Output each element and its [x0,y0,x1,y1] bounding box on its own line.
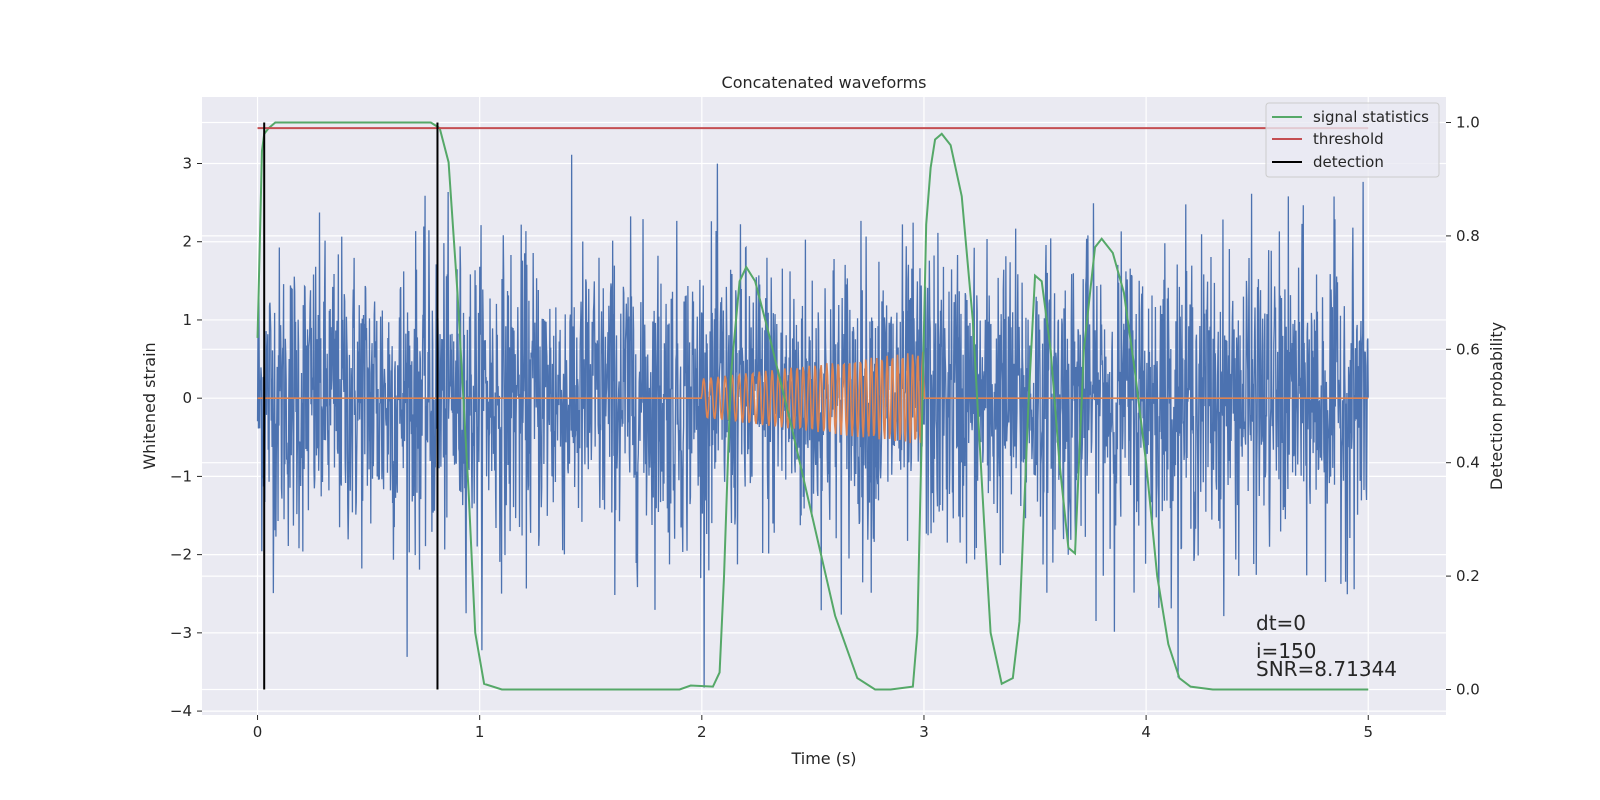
annotation-snr: SNR=8.71344 [1256,657,1397,681]
y-tick-label: −3 [170,624,192,642]
x-axis: 0 1 2 3 4 5 [253,715,1373,741]
signal-statistics-line [256,121,1369,691]
y2-tick-label: 0.4 [1456,454,1480,472]
right-y-axis: 0.0 0.2 0.4 0.6 0.8 1.0 [1446,114,1480,698]
y-tick-label: −4 [170,702,192,720]
y-axis-label: Whitened strain [140,342,159,469]
y-tick-label: 1 [182,311,192,329]
y2-axis-label: Detection probability [1487,322,1506,490]
y2-tick-label: 0.6 [1456,340,1480,358]
y2-tick-label: 0.8 [1456,227,1480,245]
legend-box [1265,102,1440,178]
annotation-i: i=150 [1256,639,1317,663]
injection-line [257,351,1369,444]
y-tick-label: 3 [182,154,192,172]
y-tick-label: −1 [170,467,192,485]
probability-series [256,121,1369,691]
x-tick-label: 4 [1141,723,1151,741]
chart-title: Concatenated waveforms [722,73,927,92]
y-tick-label: −2 [170,546,192,564]
x-tick-label: 2 [697,723,707,741]
y-tick-label: 0 [182,389,192,407]
x-tick-label: 0 [253,723,263,741]
annotation-dt: dt=0 [1256,611,1306,635]
y-tick-label: 2 [182,233,192,251]
injection-series [257,351,1369,444]
x-tick-label: 1 [475,723,485,741]
x-tick-label: 5 [1363,723,1373,741]
y2-tick-label: 1.0 [1456,114,1480,132]
y2-tick-label: 0.0 [1456,680,1480,698]
x-axis-label: Time (s) [790,749,856,768]
left-y-axis: −4 −3 −2 −1 0 1 2 3 [170,154,202,720]
x-tick-label: 3 [919,723,929,741]
legend-label-signal-statistics: signal statistics [1313,108,1429,126]
legend: signal statistics threshold detection [1265,102,1440,178]
legend-label-threshold: threshold [1313,130,1384,148]
y2-tick-label: 0.2 [1456,567,1480,585]
legend-label-detection: detection [1313,153,1384,171]
